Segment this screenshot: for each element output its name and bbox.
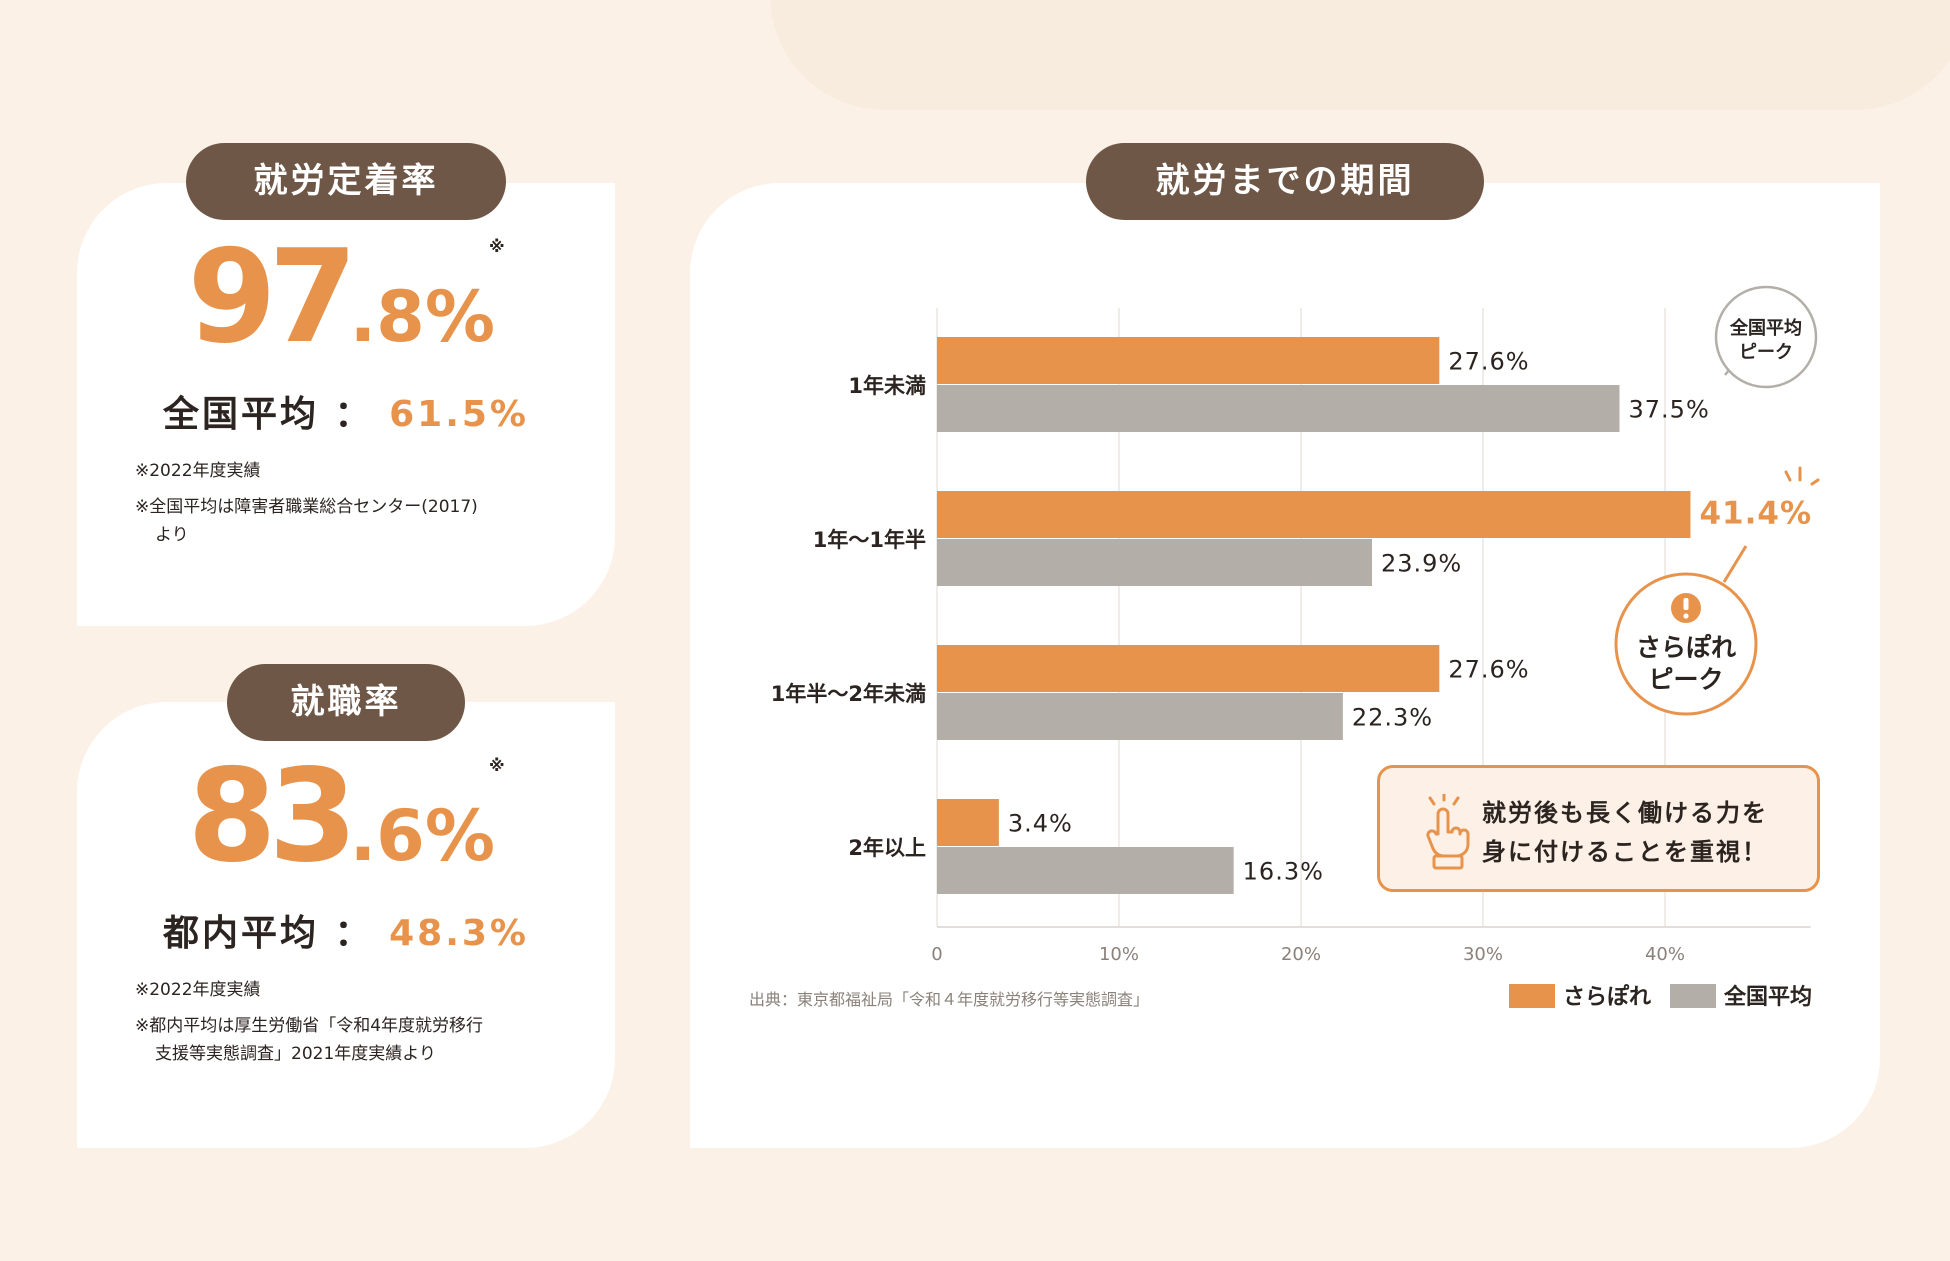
employment-notes: ※2022年度実績 ※都内平均は厚生労働省「令和4年度就労移行 支援等実態調査」… xyxy=(135,976,483,1068)
x-tick-label: 10% xyxy=(1099,944,1139,965)
x-tick-label: 0 xyxy=(931,944,942,965)
data-label: 3.4% xyxy=(1008,810,1073,838)
employment-value-int: 83 xyxy=(187,742,357,891)
category-label: 1年半～2年未満 xyxy=(771,682,926,706)
employment-average-label: 都内平均 xyxy=(162,913,319,954)
sarapore-peak-bubble-circle xyxy=(1614,572,1758,716)
background-blob xyxy=(770,0,1950,110)
sparkle-icon xyxy=(1784,466,1820,486)
data-label: 27.6% xyxy=(1448,348,1529,376)
employment-value-dec: .6% xyxy=(349,795,495,877)
data-label: 27.6% xyxy=(1448,656,1529,684)
employment-note-1: ※2022年度実績 xyxy=(135,980,261,1000)
employment-value: 83.6% ※ xyxy=(77,742,615,891)
bar-national xyxy=(937,847,1234,894)
callout-text: 就労後も長く働ける力を 身に付けることを重視！ xyxy=(1482,794,1768,872)
data-label: 37.5% xyxy=(1629,396,1710,424)
legend-swatch xyxy=(1670,984,1716,1008)
sarapore-peak-bubble-tail xyxy=(1722,545,1748,583)
pointing-hand-icon xyxy=(1426,794,1470,870)
retention-average: 全国平均 ： 61.5% xyxy=(77,385,615,437)
retention-value: 97.8% ※ xyxy=(77,223,615,372)
category-label: 1年～1年半 xyxy=(813,528,926,552)
employment-card: 83.6% ※ 都内平均 ： 48.3% ※2022年度実績 ※都内平均は厚生労働… xyxy=(77,702,615,1148)
chart-source: 出典：東京都福祉局「令和４年度就労移行等実態調査」 xyxy=(749,990,1149,1009)
x-tick-label: 30% xyxy=(1463,944,1503,965)
callout-line-1: 就労後も長く働ける力を xyxy=(1482,799,1768,827)
retention-average-sep: ： xyxy=(334,394,374,435)
national-peak-bubble: 全国平均 ピーク xyxy=(1714,285,1818,389)
employment-average-value: 48.3% xyxy=(389,913,530,954)
label-layer: 0 10% 20% 30% 40% 1年未満 27.6% 37.5% 1年～1年半 41.4% 23… xyxy=(771,348,1812,966)
legend-label: さらぽれ xyxy=(1563,984,1651,1010)
x-tick-label: 20% xyxy=(1281,944,1321,965)
bar-sarapore xyxy=(937,799,999,846)
retention-notes: ※2022年度実績 ※全国平均は障害者職業総合センター(2017) より xyxy=(135,457,478,549)
chart-legend: さらぽれ 全国平均 xyxy=(1509,984,1812,1010)
period-title-pill: 就労までの期間 xyxy=(1086,143,1484,220)
x-tick-label: 40% xyxy=(1645,944,1685,965)
sarapore-peak-bubble: さらぽれ ピーク xyxy=(1614,545,1758,716)
employment-title-pill: 就職率 xyxy=(227,664,465,741)
retention-note-2-cont: より xyxy=(155,525,189,545)
employment-note-2-cont: 支援等実態調査」2021年度実績より xyxy=(155,1044,436,1064)
retention-note-2: ※全国平均は障害者職業総合センター(2017) xyxy=(135,497,478,517)
retention-card: 97.8% ※ 全国平均 ： 61.5% ※2022年度実績 ※全国平均は障害者職… xyxy=(77,183,615,626)
bar-sarapore xyxy=(937,337,1440,384)
category-label: 2年以上 xyxy=(848,836,926,860)
retention-value-int: 97 xyxy=(187,223,357,372)
bar-national xyxy=(937,693,1343,740)
data-label: 41.4% xyxy=(1699,496,1812,532)
bar-sarapore xyxy=(937,491,1691,538)
data-label: 16.3% xyxy=(1243,858,1324,886)
callout-line-2: 身に付けることを重視！ xyxy=(1482,838,1768,866)
retention-average-label: 全国平均 xyxy=(162,394,319,435)
data-label: 22.3% xyxy=(1352,704,1433,732)
sarapore-peak-bubble-line2: ピーク xyxy=(1648,665,1723,694)
legend-swatch xyxy=(1509,984,1555,1008)
data-label: 23.9% xyxy=(1381,550,1462,578)
retention-title-pill: 就労定着率 xyxy=(186,143,506,220)
retention-note-1: ※2022年度実績 xyxy=(135,461,261,481)
emphasis-callout: 就労後も長く働ける力を 身に付けることを重視！ xyxy=(1377,765,1820,892)
bar-layer xyxy=(937,337,1691,894)
retention-average-value: 61.5% xyxy=(389,394,530,435)
retention-value-dec: .8% xyxy=(349,276,495,358)
employment-average: 都内平均 ： 48.3% xyxy=(77,904,615,956)
national-peak-bubble-line2: ピーク xyxy=(1739,342,1793,363)
bar-national xyxy=(937,539,1372,586)
sarapore-peak-bubble-line1: さらぽれ xyxy=(1636,633,1736,662)
national-peak-bubble-line1: 全国平均 xyxy=(1729,317,1802,339)
bar-sarapore xyxy=(937,645,1440,692)
category-label: 1年未満 xyxy=(848,374,926,398)
employment-average-sep: ： xyxy=(334,913,374,954)
legend-label: 全国平均 xyxy=(1723,984,1812,1010)
employment-mark: ※ xyxy=(489,756,505,775)
national-peak-bubble-circle xyxy=(1714,285,1818,389)
retention-mark: ※ xyxy=(489,237,505,256)
bar-national xyxy=(937,385,1620,432)
employment-note-2: ※都内平均は厚生労働省「令和4年度就労移行 xyxy=(135,1016,484,1036)
